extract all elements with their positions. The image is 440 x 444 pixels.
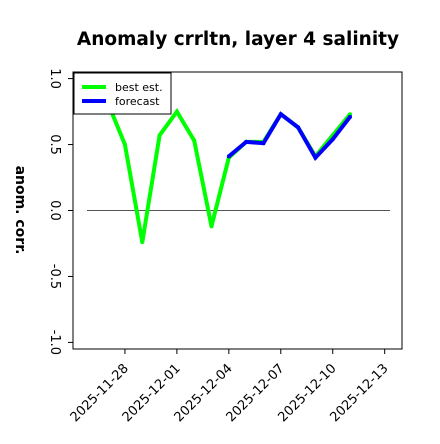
series-point (192, 138, 197, 143)
series-point (296, 125, 301, 130)
series-point (157, 133, 162, 138)
y-tick-label: -1.0 (47, 330, 62, 355)
y-tick-label: 0.5 (47, 134, 62, 155)
series-point (348, 114, 353, 119)
series-point (174, 109, 179, 114)
legend-label: best est. (115, 81, 163, 94)
series-point (140, 240, 145, 245)
series-line-best-est (105, 101, 352, 243)
y-axis-label: anom. corr. (12, 166, 28, 255)
series-point (244, 139, 249, 144)
series-point (122, 142, 127, 147)
y-tick-label: 1.0 (47, 68, 62, 89)
y-tick-label: 0.0 (47, 200, 62, 221)
legend: best est.forecast (73, 72, 172, 115)
series-point (278, 112, 283, 117)
series-point (261, 141, 266, 146)
chart-title: Anomaly crrltn, layer 4 salinity (77, 29, 399, 50)
y-tick-label: -0.5 (47, 264, 62, 289)
series-point (209, 224, 214, 229)
legend-label: forecast (115, 95, 160, 108)
series-line-forecast (227, 111, 352, 162)
series-point (226, 154, 231, 159)
legend-box (73, 72, 172, 115)
series-point (313, 155, 318, 160)
series-point (330, 137, 335, 142)
